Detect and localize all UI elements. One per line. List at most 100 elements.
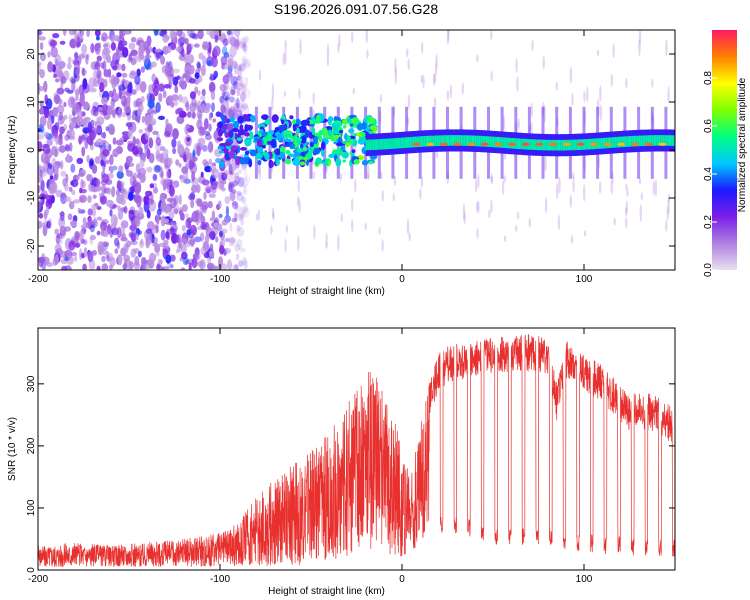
heatmap-cell [236,238,243,250]
heatmap-cell [103,42,111,50]
heatmap-cell [240,177,249,188]
heatmap-cell [625,77,628,89]
heatmap-cell [516,76,519,92]
heatmap-cell [269,160,274,168]
heatmap-cell [187,239,196,246]
colorbar-label: Normalized spectral amplitude [737,77,748,212]
heatmap-cell [136,68,141,77]
heatmap-cell [434,135,437,147]
heatmap-cell [46,164,55,176]
heatmap-cell [283,91,287,97]
heatmap-cell [173,100,179,107]
heatmap-cell [60,230,66,239]
heatmap-cell [411,136,414,148]
heatmap-cell [90,203,99,209]
heatmap-cell [240,206,248,213]
heatmap-cell [101,184,107,195]
heatmap-cell [59,211,65,217]
heatmap-cell [257,159,262,166]
heatmap-cell [166,95,174,104]
heatmap-cell [96,138,104,146]
heatmap-cell [340,152,345,156]
heatmap-cell [116,180,122,190]
heatmap-cell [39,42,44,51]
heatmap-cell [76,157,84,165]
heatmap-cell [433,96,437,108]
heatmap-cell [583,230,587,237]
heatmap-cell [158,242,167,247]
heatmap-cell [237,176,245,188]
heatmap-cell [158,83,165,92]
heatmap-cell [38,203,41,215]
heatmap-cell [222,46,228,57]
heatmap-cell [297,179,300,193]
heatmap-cell [255,213,259,222]
heatmap-cell [38,256,46,263]
heatmap-cell [271,96,274,111]
heatmap-cell [407,94,411,109]
heatmap-cell [226,37,233,44]
heatmap-cell [218,121,223,129]
heatmap-cell [656,135,659,146]
heatmap-cell [200,103,206,113]
heatmap-cell [392,138,396,149]
heatmap-cell [94,43,101,55]
heatmap-cell [228,181,233,193]
heatmap-cell [504,152,507,160]
heatmap-cell [145,233,153,246]
heatmap-cell [361,159,369,166]
heatmap-cell [132,54,138,65]
heatmap-cell [166,197,174,203]
heatmap-cell [226,71,233,80]
heatmap-cell [240,214,244,226]
heatmap-cell [187,30,193,37]
heatmap-cell [236,102,244,109]
heatmap-cell [625,136,629,147]
heatmap-cell [574,139,578,151]
heatmap-cell [435,151,439,159]
heatmap-cell [101,47,109,60]
heatmap-cell [211,56,218,68]
heatmap-cell [257,139,262,148]
heatmap-cell [214,148,223,157]
heatmap-cell [160,199,167,211]
heatmap-cell [647,135,650,146]
heatmap-cell [443,135,447,146]
heatmap-cell [403,137,406,148]
heatmap-cell [288,153,295,157]
heatmap-cell [231,201,237,206]
heatmap-cell [476,54,479,63]
heatmap-cell [531,39,534,52]
heatmap-cell [242,207,250,218]
heatmap-cell [236,227,245,237]
heatmap-cell [211,102,215,113]
heatmap-cell [177,144,185,156]
heatmap-cell [112,88,117,94]
heatmap-cell [571,92,574,106]
heatmap-cell [304,129,310,136]
heatmap-cell [231,264,240,270]
heatmap-cell [218,150,225,154]
heatmap-cell [333,129,339,135]
heatmap-cell [90,43,95,54]
heatmap-cell [235,253,240,261]
heatmap-cell [124,243,130,252]
heatmap-cell [69,220,77,227]
heatmap-cell [191,210,200,223]
heatmap-cell [236,224,241,232]
heatmap-cell [140,238,144,246]
heatmap-cell [56,233,63,239]
heatmap-cell [97,106,103,113]
heatmap-cell [312,136,319,145]
heatmap-cell [325,232,328,246]
heatmap-cell [102,149,110,157]
heatmap-cell [545,139,548,151]
heatmap-cell [231,201,239,210]
heatmap-cell [45,166,49,175]
heatmap-cell [159,152,165,164]
heatmap-cell [109,209,113,217]
heatmap-cell [94,156,100,165]
heatmap-cell [178,163,182,168]
heatmap-cell [658,142,667,146]
heatmap-cell [40,179,45,192]
